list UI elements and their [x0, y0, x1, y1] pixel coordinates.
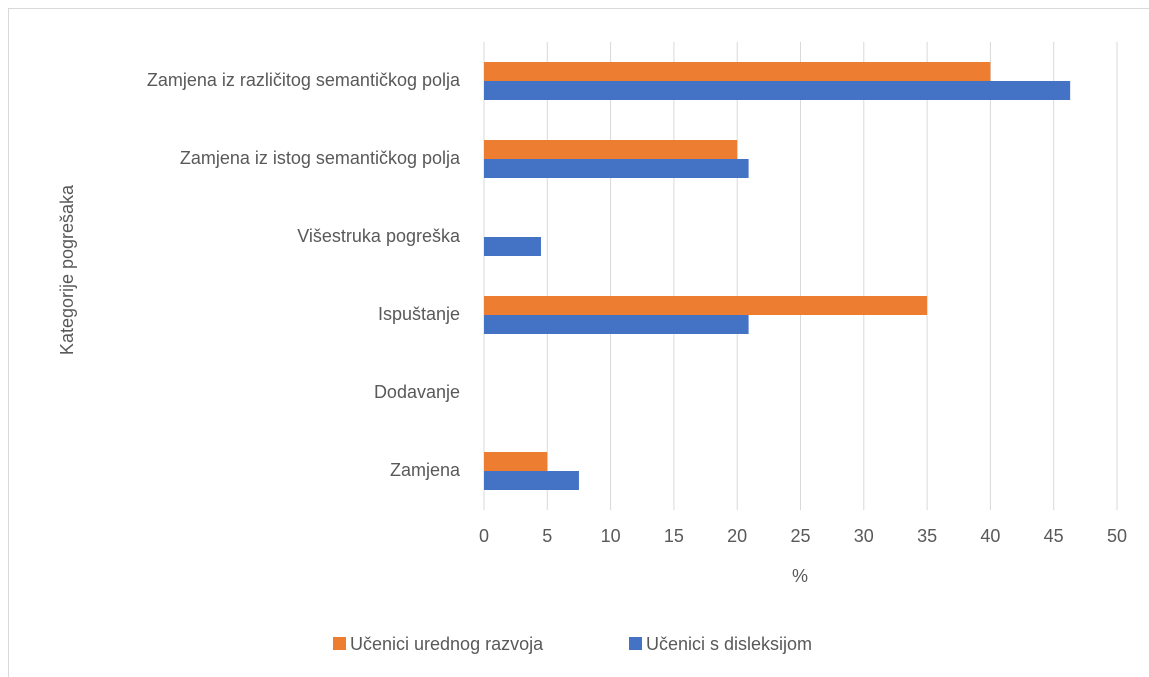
x-tick-label: 5: [542, 526, 552, 546]
chart-frame: [8, 8, 1149, 677]
x-tick-label: 45: [1044, 526, 1064, 546]
legend-label: Učenici urednog razvoja: [350, 634, 544, 654]
y-tick-label: Dodavanje: [374, 382, 460, 402]
bar: [484, 315, 749, 334]
y-tick-label: Ispuštanje: [378, 304, 460, 324]
x-tick-label: 15: [664, 526, 684, 546]
bar: [484, 159, 749, 178]
bar: [484, 62, 991, 81]
x-tick-label: 30: [854, 526, 874, 546]
x-tick-label: 40: [980, 526, 1000, 546]
x-tick-label: 25: [790, 526, 810, 546]
bar: [484, 452, 548, 471]
bar: [484, 81, 1071, 100]
bar: [484, 296, 928, 315]
x-tick-label: 0: [479, 526, 489, 546]
x-tick-label: 20: [727, 526, 747, 546]
y-tick-label: Zamjena: [390, 460, 461, 480]
bar: [484, 471, 579, 490]
x-tick-label: 10: [601, 526, 621, 546]
x-tick-label: 35: [917, 526, 937, 546]
legend-label: Učenici s disleksijom: [646, 634, 812, 654]
x-axis-title: %: [792, 566, 808, 586]
y-tick-label: Zamjena iz različitog semantičkog polja: [147, 70, 461, 90]
legend-swatch: [333, 637, 346, 650]
y-tick-label: Zamjena iz istog semantičkog polja: [180, 148, 461, 168]
y-tick-label: Višestruka pogreška: [297, 226, 461, 246]
y-axis-title: Kategorije pogrešaka: [57, 184, 77, 355]
bar: [484, 237, 541, 256]
bar: [484, 140, 738, 159]
x-tick-label: 50: [1107, 526, 1127, 546]
legend-swatch: [629, 637, 642, 650]
